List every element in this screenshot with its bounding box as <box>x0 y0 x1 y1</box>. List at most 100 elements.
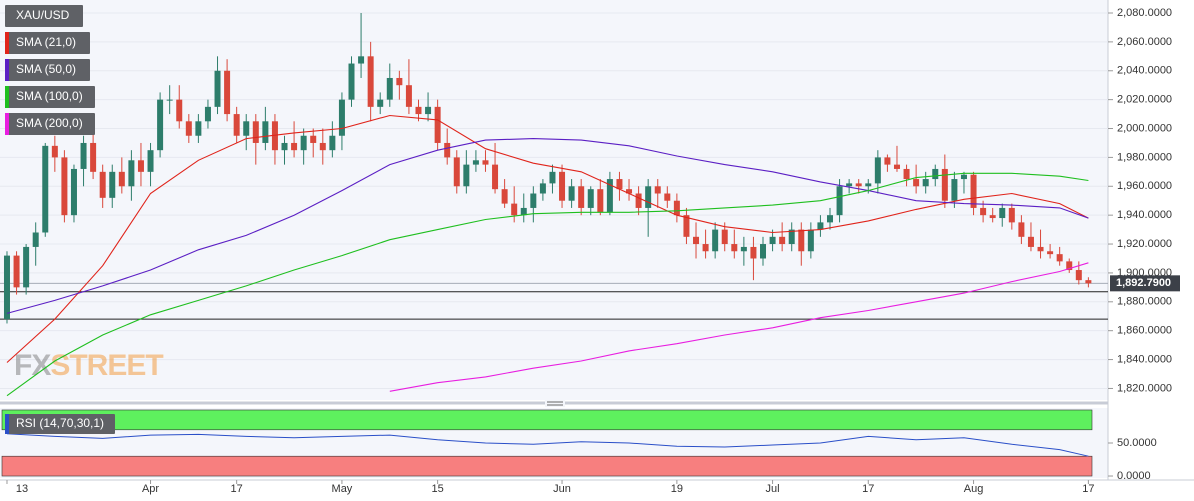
candle-body <box>396 77 403 86</box>
candle-body <box>252 121 259 143</box>
candle-body <box>702 244 709 252</box>
candle-body <box>654 186 661 194</box>
legend-box <box>5 5 83 27</box>
candle-body <box>903 168 910 180</box>
legend-swatch <box>5 113 9 135</box>
candle-body <box>291 142 298 151</box>
y-tick-label: 2,040.0000 <box>1117 65 1172 77</box>
candle-body <box>1085 280 1092 284</box>
candle-body <box>3 255 10 320</box>
legend-box <box>5 414 115 434</box>
candle-body <box>233 114 240 136</box>
candle-body <box>760 244 767 259</box>
legend-label: SMA (100,0) <box>16 89 83 103</box>
candle-body <box>386 77 393 100</box>
sma-line <box>6 138 1089 314</box>
candle-body <box>664 193 671 201</box>
overbought-zone <box>1 409 1093 431</box>
y-tick-label: 0.0000 <box>1117 470 1151 482</box>
candle-body <box>1027 236 1034 247</box>
y-tick-label: 2,080.0000 <box>1117 7 1172 19</box>
x-tick-label: Aug <box>964 483 984 495</box>
candle-body <box>90 142 97 172</box>
legend-label: SMA (200,0) <box>16 116 83 130</box>
overlay: XAU/USD SMA (21,0) SMA (50,0) SMA (100,0) SM… <box>5 5 115 434</box>
y-tick-label: 50.0000 <box>1117 437 1157 449</box>
candle-body <box>118 171 125 187</box>
candle-body <box>846 183 853 187</box>
candle-body <box>1047 251 1054 255</box>
watermark: FXSTREET <box>14 349 163 382</box>
candle-body <box>788 229 795 245</box>
candle-body <box>262 121 269 143</box>
candle-body <box>645 186 652 208</box>
candle-body <box>367 56 374 107</box>
x-tick-label: 19 <box>671 483 683 495</box>
candle-body <box>492 164 499 190</box>
candle-body <box>539 183 546 194</box>
candle-body <box>980 207 987 216</box>
candle-body <box>137 160 144 172</box>
candle-body <box>70 168 77 216</box>
candle-body <box>463 164 470 187</box>
candle-body <box>434 106 441 143</box>
candle-body <box>721 229 728 245</box>
candle-body <box>520 207 527 216</box>
candle-body <box>874 157 881 184</box>
legend-label: SMA (50,0) <box>16 62 76 76</box>
candle-body <box>415 106 422 115</box>
candle-body <box>893 164 900 169</box>
candle-body <box>511 203 518 216</box>
divider-handle[interactable] <box>545 400 565 407</box>
x-tick-label: 15 <box>432 483 444 495</box>
oversold-zone <box>1 455 1093 477</box>
y-tick-label: 1,880.0000 <box>1117 296 1172 308</box>
candle-body <box>61 157 68 216</box>
candle-body <box>32 232 39 247</box>
legend-box <box>5 113 95 135</box>
candle-body <box>568 186 575 201</box>
legend-swatch <box>5 32 9 54</box>
legend-box <box>5 59 90 81</box>
y-tick-label: 1,860.0000 <box>1117 325 1172 337</box>
candle-body <box>750 246 757 259</box>
y-tick-label: 2,060.0000 <box>1117 36 1172 48</box>
candle-body <box>836 186 843 216</box>
sma-line <box>6 172 1089 397</box>
candle-body <box>530 193 537 208</box>
candle-body <box>195 121 202 136</box>
candle-body <box>425 106 432 115</box>
legend-swatch <box>5 59 9 81</box>
candle-body <box>176 99 183 122</box>
candle-body <box>13 255 20 288</box>
candle-body <box>23 246 30 288</box>
candle-body <box>80 142 87 169</box>
rsi-line <box>6 433 1089 457</box>
y-tick-label: 2,020.0000 <box>1117 94 1172 106</box>
candle-body <box>42 145 49 233</box>
legend-box <box>5 86 95 108</box>
candle-body <box>204 106 211 122</box>
x-tick-label: May <box>332 483 353 495</box>
candle-body <box>405 85 412 107</box>
candle-body <box>243 121 250 136</box>
x-tick-label: 17 <box>231 483 243 495</box>
candle-body <box>970 174 977 208</box>
watermark-part: STREET <box>50 349 163 382</box>
y-tick-label: 1,820.0000 <box>1117 382 1172 394</box>
legend-label: XAU/USD <box>16 8 70 22</box>
candle-body <box>1066 261 1073 271</box>
candle-body <box>482 160 489 165</box>
candle-body <box>185 121 192 136</box>
candle-body <box>826 215 833 223</box>
x-tick-label: 13 <box>16 483 28 495</box>
y-tick-label: 1,840.0000 <box>1117 353 1172 365</box>
candle-body <box>310 135 317 143</box>
candle-body <box>166 99 173 101</box>
candle-body <box>109 171 116 198</box>
candle-body <box>960 174 967 180</box>
candle-body <box>683 215 690 237</box>
legend-swatch <box>5 86 9 108</box>
candle-body <box>941 168 948 201</box>
